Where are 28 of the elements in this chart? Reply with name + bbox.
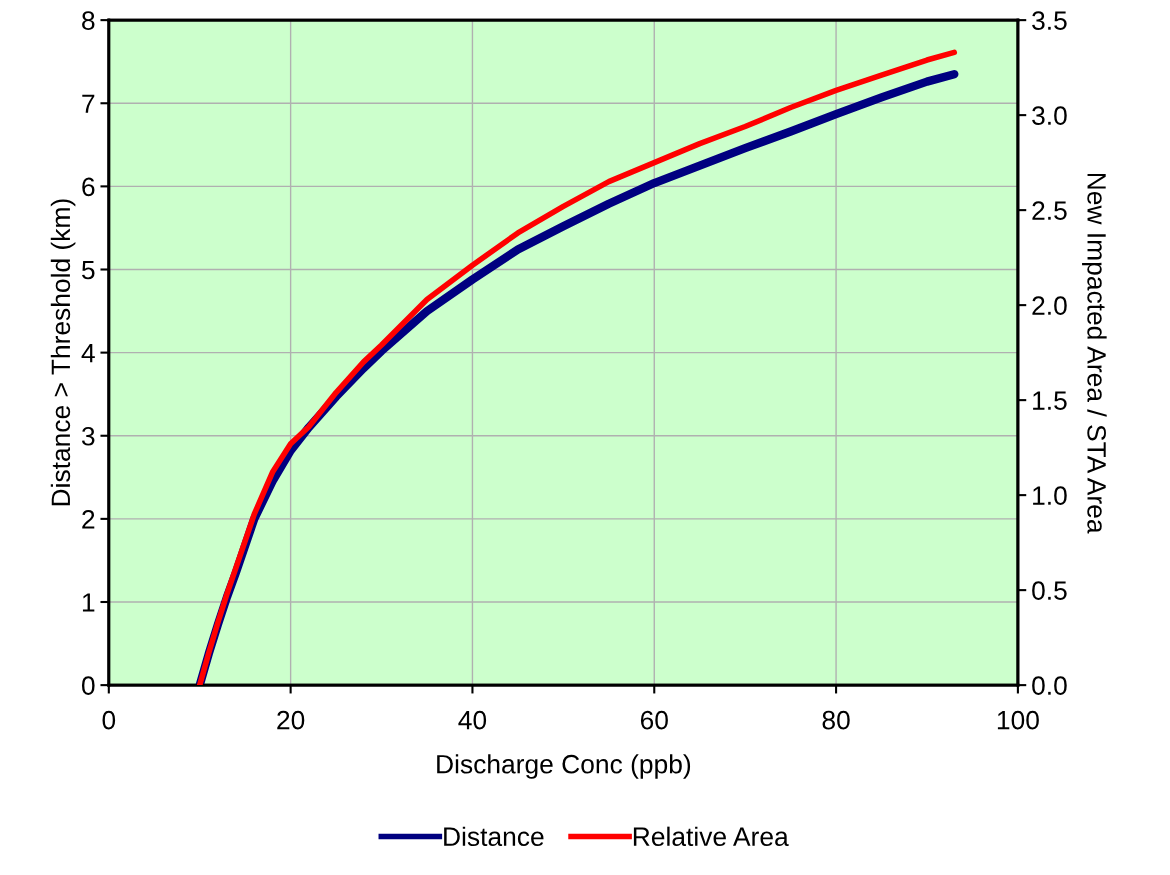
y-tick-label: 1	[82, 593, 95, 612]
y2-tick-label: 2.0	[1032, 296, 1067, 315]
y2-tick-label: 0.0	[1032, 676, 1067, 695]
x-tick-label: 80	[822, 710, 850, 730]
y-tick-label: 3	[81, 426, 95, 446]
legend-label: Distance	[444, 826, 544, 847]
y-tick-label: 7	[82, 94, 95, 113]
y-tick-label: 5	[82, 260, 95, 280]
y2-tick-label: 1.5	[1033, 391, 1067, 410]
legend-label: Relative Area	[633, 826, 789, 847]
y-tick-label: 4	[81, 344, 95, 363]
y2-tick-label: 2.5	[1032, 201, 1067, 220]
x-axis-title: Discharge Conc (ppb)	[437, 754, 691, 779]
y2-axis-title: New Impacted Area / STA Area	[1082, 173, 1107, 534]
y-tick-label: 6	[82, 177, 95, 197]
y2-tick-label: 3.5	[1032, 11, 1067, 30]
x-tick-label: 0	[102, 710, 116, 730]
y-axis-title: Distance > Threshold (km)	[50, 199, 76, 506]
y-tick-label: 2	[82, 510, 95, 529]
x-tick-label: 40	[458, 710, 487, 730]
y2-tick-label: 3.0	[1032, 106, 1067, 125]
y2-tick-label: 1.0	[1033, 486, 1067, 505]
x-tick-label: 20	[277, 710, 305, 730]
y-tick-label: 0	[81, 676, 95, 695]
y2-tick-label: 0.5	[1032, 581, 1067, 600]
x-tick-label: 100	[997, 710, 1039, 730]
x-tick-label: 60	[640, 710, 668, 730]
y-tick-label: 8	[82, 11, 95, 30]
